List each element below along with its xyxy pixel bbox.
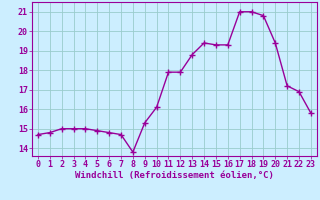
- X-axis label: Windchill (Refroidissement éolien,°C): Windchill (Refroidissement éolien,°C): [75, 171, 274, 180]
